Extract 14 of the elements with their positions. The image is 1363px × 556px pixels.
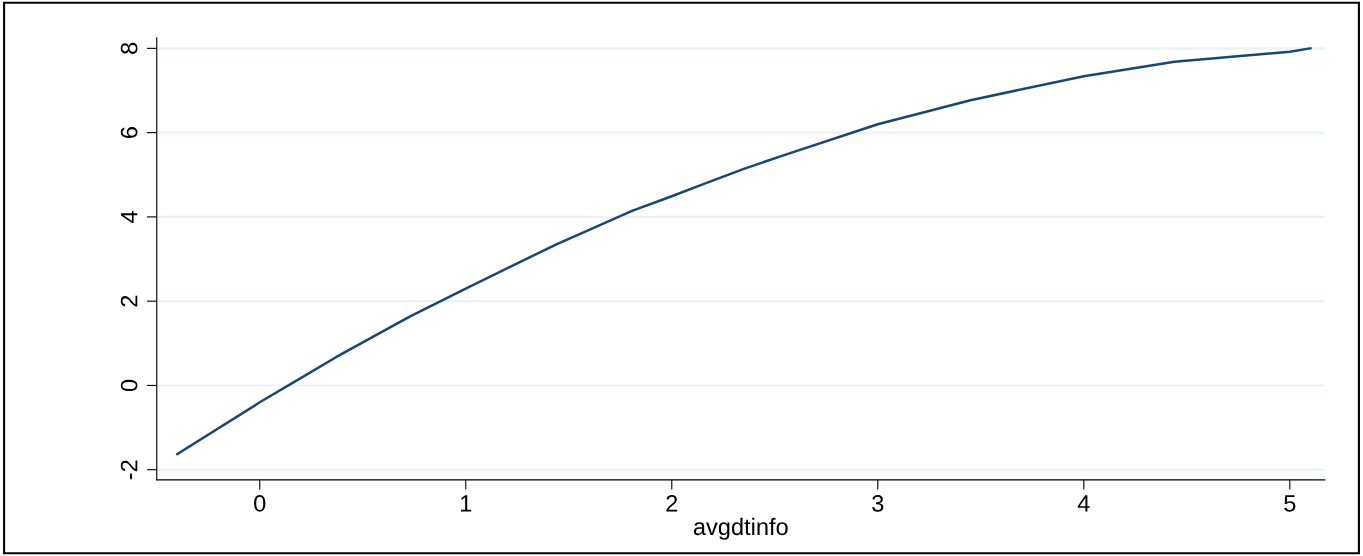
x-tick-label: 1 xyxy=(461,495,472,512)
y-tick-label: 6 xyxy=(120,127,138,138)
line-series xyxy=(176,47,1312,456)
x-tick-label: 3 xyxy=(872,495,884,512)
y-tick-label: 2 xyxy=(120,295,138,307)
y-tick-label: -2 xyxy=(120,460,138,480)
y-tick-label: 8 xyxy=(120,42,138,54)
x-axis-title: avgdtinfo xyxy=(693,517,788,540)
y-tick-label: 0 xyxy=(120,379,138,392)
x-tick-label: 2 xyxy=(666,495,678,512)
x-tick-label: 4 xyxy=(1077,495,1090,512)
x-tick-label: 0 xyxy=(254,495,266,512)
x-tick-label: 5 xyxy=(1284,495,1296,512)
y-tick-label: 4 xyxy=(121,211,138,223)
